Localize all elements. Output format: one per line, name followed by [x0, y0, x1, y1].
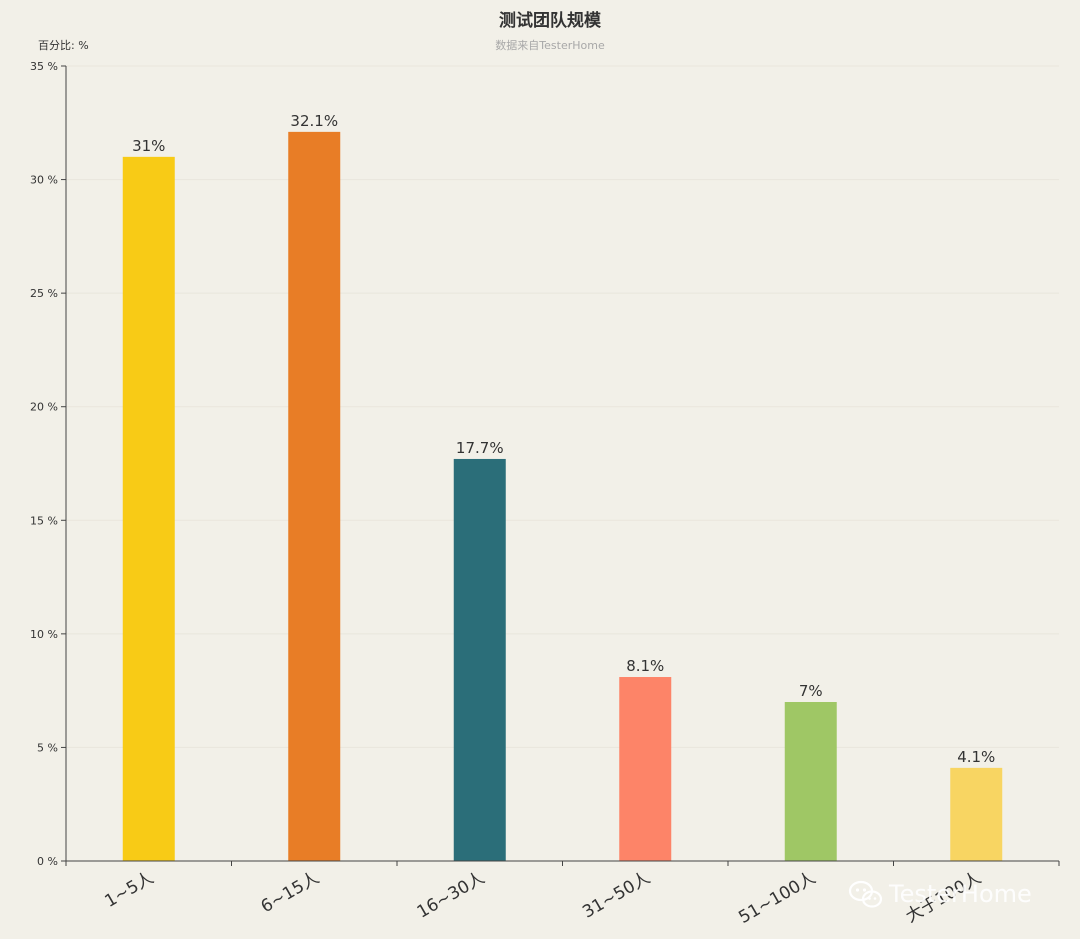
- y-tick-label: 15 %: [30, 514, 58, 527]
- bar: [288, 131, 341, 861]
- y-tick-label: 10 %: [30, 628, 58, 641]
- y-tick-label: 30 %: [30, 174, 58, 187]
- data-labels: 31% 32.1% 17.7% 8.1% 7% 4.1%: [132, 112, 995, 766]
- watermark: TesterHome: [848, 880, 1032, 908]
- bar: [619, 677, 672, 861]
- data-label: 32.1%: [290, 112, 338, 130]
- gridlines: [66, 65, 1059, 748]
- chart-title: 测试团队规模: [499, 10, 602, 31]
- x-tick-label: 31~50人: [579, 868, 654, 923]
- x-tick-label: 1~5人: [101, 868, 157, 912]
- data-label: 7%: [799, 682, 823, 700]
- y-tick-label: 0 %: [37, 855, 58, 868]
- data-label: 17.7%: [456, 439, 504, 457]
- data-label: 4.1%: [957, 748, 995, 766]
- y-tick-label: 35 %: [30, 60, 58, 73]
- y-tick-label: 5 %: [37, 741, 58, 754]
- bar: [453, 458, 506, 861]
- x-tick-label: 6~15人: [258, 868, 323, 917]
- y-tick-label: 20 %: [30, 401, 58, 414]
- chart-subtitle: 数据来自TesterHome: [495, 38, 605, 52]
- wechat-icon: [848, 880, 883, 908]
- bar: [784, 702, 837, 861]
- y-tick-label: 25 %: [30, 287, 58, 300]
- data-label: 31%: [132, 137, 165, 155]
- bar: [122, 156, 175, 861]
- watermark-text: TesterHome: [888, 880, 1032, 908]
- data-label: 8.1%: [626, 657, 664, 675]
- y-axis-ticks: 0 % 5 % 10 % 15 % 20 % 25 % 30 % 35 %: [30, 60, 66, 868]
- bars: [122, 131, 1003, 861]
- bar: [950, 767, 1003, 861]
- x-tick-label: 51~100人: [735, 868, 819, 928]
- x-tick-label: 16~30人: [414, 868, 489, 923]
- y-axis-label: 百分比: %: [38, 39, 89, 52]
- axes: [65, 66, 1059, 862]
